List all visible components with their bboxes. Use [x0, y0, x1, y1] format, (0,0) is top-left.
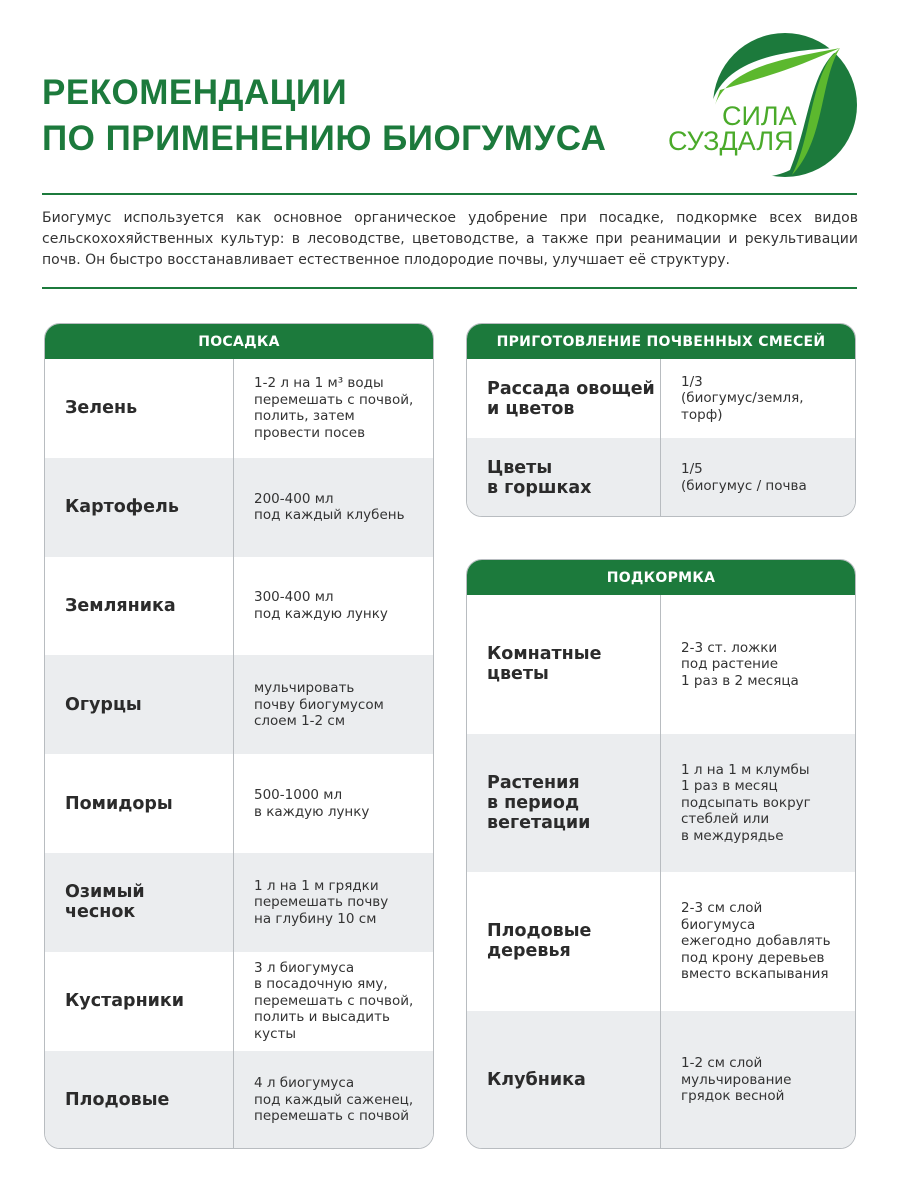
table-row: Огурцы мульчировать почву биогумусом слое… — [45, 655, 433, 755]
table-row: Цветы в горшках 1/5 (биогумус / почва — [467, 438, 855, 516]
title-line-2: ПО ПРИМЕНЕНИЮ БИОГУМУСА — [42, 119, 607, 158]
dosage: 1 л на 1 м грядки перемешать почву на гл… — [254, 877, 389, 927]
table-row: Картофель 200-400 мл под каждый клубень — [45, 457, 433, 557]
dosage: мульчировать почву биогумусом слоем 1-2 … — [254, 680, 384, 730]
table-row: Комнатные цветы 2-3 ст. ложки под растени… — [467, 595, 855, 734]
soil-mixes-header: ПРИГОТОВЛЕНИЕ ПОЧВЕННЫХ СМЕСЕЙ — [467, 324, 855, 359]
crop-name: Цветы в горшках — [467, 438, 661, 516]
planting-card: ПОСАДКА Зелень 1-2 л на 1 м³ воды перемеш… — [44, 323, 434, 1149]
crop-name: Плодовые деревья — [467, 872, 661, 1011]
dosage: 300-400 мл под каждую лунку — [254, 589, 388, 622]
crop-name: Помидоры — [45, 754, 234, 853]
page-title: РЕКОМЕНДАЦИИ ПО ПРИМЕНЕНИЮ БИОГУМУСА — [42, 70, 606, 162]
crop-name: Комнатные цветы — [467, 595, 661, 734]
feeding-header: ПОДКОРМКА — [467, 560, 855, 595]
crop-name: Земляника — [45, 556, 234, 656]
intro-text: Биогумус используется как основное орган… — [42, 210, 858, 268]
dosage: 1-2 см слой мульчирование грядок весной — [681, 1055, 792, 1104]
divider — [42, 193, 857, 195]
table-row: Растения в период вегетации 1 л на 1 м кл… — [467, 733, 855, 872]
crop-name: Кустарники — [45, 951, 234, 1051]
crop-name: Озимый чеснок — [45, 852, 234, 952]
soil-mixes-card: ПРИГОТОВЛЕНИЕ ПОЧВЕННЫХ СМЕСЕЙ Рассада о… — [466, 323, 856, 517]
dosage: 1/3 (биогумус/земля, торф) — [681, 373, 804, 423]
dosage: 2-3 ст. ложки под растение 1 раз в 2 мес… — [681, 639, 799, 689]
dosage: 1/5 (биогумус / почва — [681, 461, 807, 494]
crop-name: Картофель — [45, 457, 234, 557]
dosage: 500-1000 мл в каждую лунку — [254, 787, 370, 820]
crop-name: Рассада овощей и цветов — [467, 359, 661, 438]
table-row: Плодовые 4 л биогумуса под каждый саженец… — [45, 1050, 433, 1148]
dosage: 1 л на 1 м клумбы 1 раз в месяц подсыпат… — [681, 761, 811, 844]
logo: СИЛА СУЗДАЛЯ — [668, 33, 857, 178]
dosage: 200-400 мл под каждый клубень — [254, 490, 405, 524]
dosage: 4 л биогумуса под каждый саженец, переме… — [254, 1075, 414, 1125]
crop-name: Растения в период вегетации — [467, 733, 661, 872]
table-row: Озимый чеснок 1 л на 1 м грядки перемешат… — [45, 852, 433, 952]
crop-name: Зелень — [45, 359, 234, 458]
divider — [42, 287, 857, 289]
crop-name: Клубника — [467, 1010, 661, 1148]
dosage: 1-2 л на 1 м³ воды перемешать с почвой, … — [254, 375, 414, 441]
logo-text-2: СУЗДАЛЯ — [668, 126, 794, 156]
table-row: Кустарники 3 л биогумуса в посадочную яму… — [45, 951, 433, 1051]
title-line-1: РЕКОМЕНДАЦИИ — [42, 73, 348, 112]
dosage: 3 л биогумуса в посадочную яму, перемеша… — [254, 959, 414, 1042]
table-row: Зелень 1-2 л на 1 м³ воды перемешать с по… — [45, 359, 433, 458]
table-row: Плодовые деревья 2-3 см слой биогумуса еж… — [467, 872, 855, 1011]
planting-header: ПОСАДКА — [45, 324, 433, 359]
dosage: 2-3 см слой биогумуса ежегодно добавлять… — [681, 900, 831, 982]
logo-text-1: СИЛА — [722, 101, 797, 131]
table-row: Клубника 1-2 см слой мульчирование грядок… — [467, 1010, 855, 1148]
table-row: Рассада овощей и цветов 1/3 (биогумус/зем… — [467, 359, 855, 438]
table-row: Помидоры 500-1000 мл в каждую лунку — [45, 754, 433, 853]
feeding-card: ПОДКОРМКА Комнатные цветы 2-3 ст. ложки п… — [466, 559, 856, 1149]
crop-name: Плодовые — [45, 1050, 234, 1148]
crop-name: Огурцы — [45, 655, 234, 755]
table-row: Земляника 300-400 мл под каждую лунку — [45, 556, 433, 656]
